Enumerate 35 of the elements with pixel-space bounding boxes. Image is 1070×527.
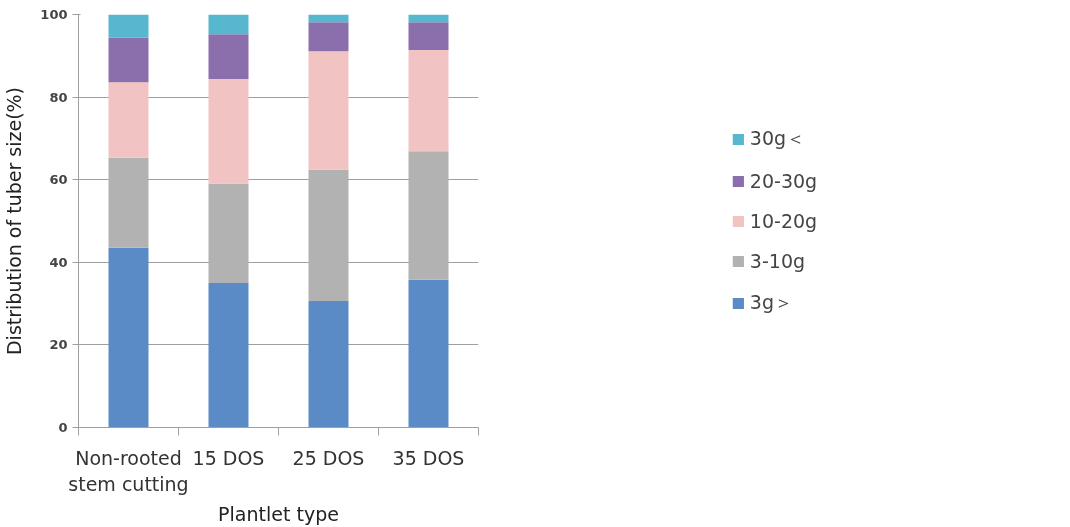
bar xyxy=(108,247,149,428)
x-axis-title: Plantlet type xyxy=(218,502,339,525)
x-tick-label: 25 DOS xyxy=(292,446,365,469)
bar xyxy=(208,14,249,35)
bar xyxy=(108,14,149,38)
y-tick-label: 80 xyxy=(49,89,68,105)
bar xyxy=(408,279,449,428)
bar xyxy=(308,51,349,170)
y-tick-label: 40 xyxy=(49,254,68,270)
bar xyxy=(208,183,249,283)
bar xyxy=(208,282,249,428)
bar xyxy=(108,37,149,83)
bar xyxy=(208,34,249,79)
legend-label: 3g＞ xyxy=(749,289,794,315)
bar xyxy=(108,82,149,158)
legend-label: 20-30g xyxy=(749,169,818,192)
legend-label: 3-10g xyxy=(749,249,806,272)
x-tick-label: Non-rooted stem cutting xyxy=(68,446,189,495)
x-tick-label: 15 DOS xyxy=(192,446,265,469)
legend-label: 10-20g xyxy=(749,209,818,232)
bar xyxy=(208,78,249,184)
bar xyxy=(408,22,449,51)
x-tick-label: 35 DOS xyxy=(392,446,465,469)
bar xyxy=(308,22,349,52)
bar xyxy=(108,157,149,248)
y-axis-title: Distribution of tuber size(%) xyxy=(3,86,26,356)
bar xyxy=(308,169,349,302)
bar xyxy=(408,151,449,280)
y-tick-label: 60 xyxy=(49,172,68,188)
y-tick-label: 0 xyxy=(58,420,68,435)
bar xyxy=(308,301,349,428)
y-tick-label: 20 xyxy=(49,337,68,353)
y-tick-label: 100 xyxy=(40,7,68,22)
bar xyxy=(408,50,449,152)
legend-label: 30g＜ xyxy=(749,125,806,151)
